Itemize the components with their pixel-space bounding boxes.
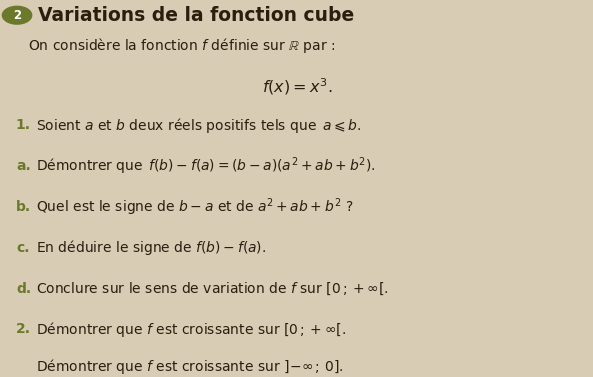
Text: d.: d. bbox=[16, 282, 31, 296]
Text: Quel est le signe de $b - a$ et de $a^2 + ab + b^2$ ?: Quel est le signe de $b - a$ et de $a^2 … bbox=[36, 196, 354, 218]
Text: On considère la fonction $f$ définie sur $\mathbb{R}$ par :: On considère la fonction $f$ définie sur… bbox=[28, 36, 334, 55]
Text: Démontrer que $f$ est croissante sur $[0\,;+\infty[$.: Démontrer que $f$ est croissante sur $[0… bbox=[36, 320, 346, 339]
Text: Démontrer que $f$ est croissante sur $]\!-\!\infty\,;\,0].$: Démontrer que $f$ est croissante sur $]\… bbox=[36, 357, 344, 376]
Text: 2.: 2. bbox=[16, 322, 31, 336]
Text: a.: a. bbox=[16, 159, 31, 173]
Text: b.: b. bbox=[16, 200, 31, 214]
Text: c.: c. bbox=[16, 241, 30, 255]
Text: Variations de la fonction cube: Variations de la fonction cube bbox=[38, 6, 355, 25]
Text: Conclure sur le sens de variation de $f$ sur $[0\,;+\infty[$.: Conclure sur le sens de variation de $f$… bbox=[36, 280, 389, 297]
Circle shape bbox=[2, 6, 31, 24]
Text: 1.: 1. bbox=[16, 118, 31, 132]
Text: Démontrer que $\, f(b) - f(a) = (b - a)(a^2 + ab + b^2).$: Démontrer que $\, f(b) - f(a) = (b - a)(… bbox=[36, 155, 376, 177]
Text: En déduire le signe de $f(b) - f(a).$: En déduire le signe de $f(b) - f(a).$ bbox=[36, 238, 267, 257]
Text: $f(x) = x^3.$: $f(x) = x^3.$ bbox=[262, 76, 333, 97]
Text: 2: 2 bbox=[13, 9, 21, 22]
Text: Soient $a$ et $b$ deux réels positifs tels que $\, a \leqslant b.$: Soient $a$ et $b$ deux réels positifs te… bbox=[36, 116, 362, 135]
